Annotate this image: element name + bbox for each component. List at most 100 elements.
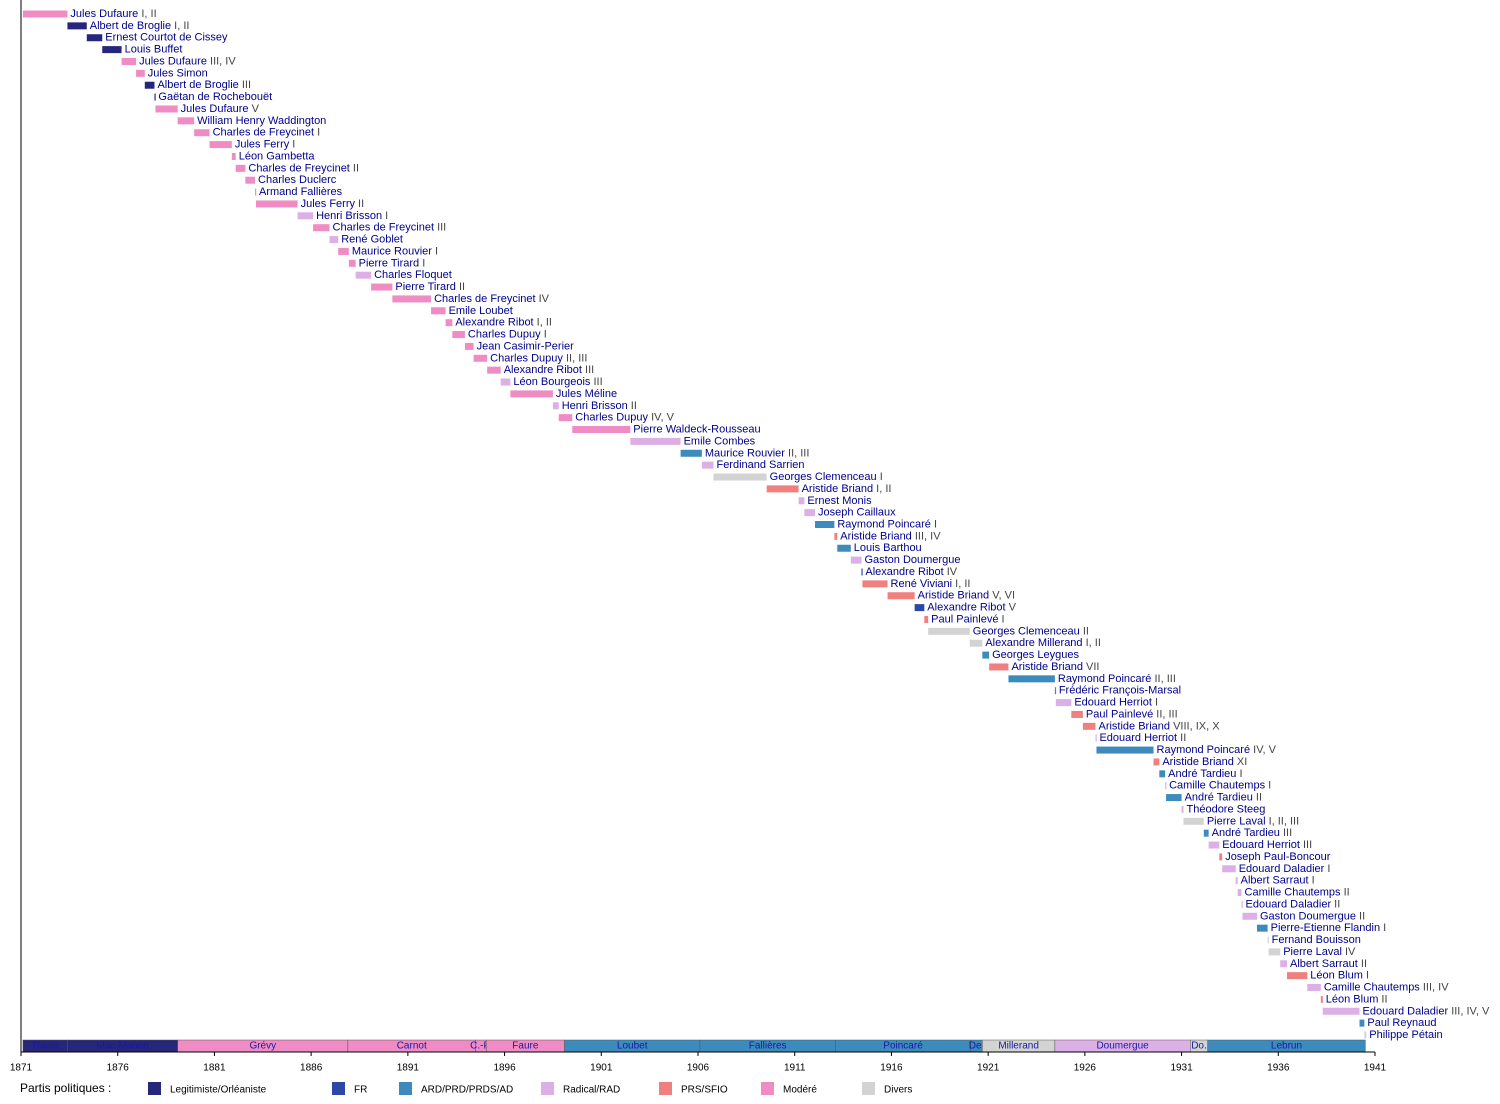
government-number: II xyxy=(456,281,465,293)
government-number: I xyxy=(432,245,438,257)
government-label: Albert de Broglie III xyxy=(157,79,251,91)
government-bar xyxy=(1364,1031,1367,1039)
government-name: Raymond Poincaré xyxy=(1058,673,1152,685)
government-name: Aristide Briand xyxy=(802,483,874,495)
x-tick-label: 1921 xyxy=(977,1063,1000,1074)
government-number: I xyxy=(998,613,1004,625)
government-name: Camille Chautemps xyxy=(1169,780,1265,792)
government-label: René Goblet xyxy=(341,233,403,245)
government-label: Edouard Daladier III, IV, V xyxy=(1363,1005,1490,1017)
government-bar xyxy=(766,485,799,493)
government-bar xyxy=(22,10,68,18)
government-label: Léon Blum II xyxy=(1326,993,1388,1005)
government-label: René Viviani I, II xyxy=(891,578,971,590)
government-number: II xyxy=(1341,886,1350,898)
government-bar xyxy=(1181,805,1184,813)
government-name: Jules Dufaure xyxy=(70,8,138,20)
government-number: I xyxy=(1152,696,1158,708)
government-name: Charles de Freycinet xyxy=(333,222,435,234)
legend-label: Divers xyxy=(884,1085,912,1096)
government-label: Raymond Poincaré II, III xyxy=(1058,673,1176,685)
government-name: Charles de Freycinet xyxy=(213,127,314,139)
government-label: Alexandre Ribot IV xyxy=(865,566,957,578)
government-bar xyxy=(1222,865,1236,873)
government-name: André Tardieu xyxy=(1168,768,1236,780)
government-label: Pierre Waldeck-Rousseau xyxy=(633,423,760,435)
legend-swatch xyxy=(332,1082,345,1095)
government-number: V xyxy=(1006,602,1017,614)
government-label: Georges Leygues xyxy=(992,649,1079,661)
government-number: I, II xyxy=(534,317,552,329)
government-bar xyxy=(329,236,339,244)
government-bar xyxy=(473,354,488,362)
government-label: Emile Combes xyxy=(684,435,756,447)
government-name: René Viviani xyxy=(891,578,953,590)
government-label: Paul Reynaud xyxy=(1367,1017,1436,1029)
government-label: Jules Ferry I xyxy=(235,138,296,150)
government-label: Raymond Poincaré I xyxy=(837,518,937,530)
x-tick-label: 1941 xyxy=(1364,1063,1387,1074)
government-number: I, II xyxy=(1083,637,1101,649)
government-bar xyxy=(338,247,349,255)
government-name: Maurice Rouvier xyxy=(352,245,432,257)
government-bar xyxy=(144,81,155,89)
president-label: Fallières xyxy=(749,1041,787,1052)
government-name: Philippe Pétain xyxy=(1369,1029,1442,1041)
government-bar xyxy=(887,592,915,600)
government-number: II, III xyxy=(785,447,809,459)
government-bar xyxy=(861,568,863,576)
government-name: Charles Dupuy xyxy=(490,352,563,364)
government-label: Aristide Briand XI xyxy=(1162,756,1247,768)
government-bar xyxy=(256,200,298,208)
government-number: III, IV xyxy=(207,55,236,67)
government-name: Paul Painlevé xyxy=(931,613,998,625)
government-label: Pierre Laval I, II, III xyxy=(1207,815,1299,827)
government-name: Pierre Tirard xyxy=(359,257,420,269)
government-bar xyxy=(1203,829,1209,837)
government-label: Charles de Freycinet IV xyxy=(434,293,550,305)
government-bar xyxy=(1183,817,1204,825)
legend-swatch xyxy=(148,1082,161,1095)
government-name: Pierre Tirard xyxy=(395,281,456,293)
government-name: Charles Dupuy xyxy=(468,328,541,340)
government-label: Joseph Caillaux xyxy=(818,507,896,519)
government-number: IV xyxy=(1342,946,1356,958)
government-label: Georges Clemenceau II xyxy=(973,625,1089,637)
government-label: Aristide Briand III, IV xyxy=(840,530,941,542)
government-label: Ernest Courtot de Cissey xyxy=(105,32,228,44)
government-bar xyxy=(1208,841,1220,849)
government-number: IV xyxy=(536,293,550,305)
government-name: Edouard Herriot xyxy=(1074,696,1152,708)
government-bar xyxy=(969,639,983,647)
government-bar xyxy=(209,141,232,149)
government-bar xyxy=(1166,794,1182,802)
government-name: Alexandre Ribot xyxy=(504,364,582,376)
government-label: Charles Dupuy II, III xyxy=(490,352,587,364)
government-label: Raymond Poincaré IV, V xyxy=(1157,744,1277,756)
government-number: II xyxy=(1253,791,1262,803)
government-label: Aristide Briand V, VI xyxy=(918,590,1015,602)
government-number: VII xyxy=(1083,661,1100,673)
x-tick-label: 1871 xyxy=(10,1063,33,1074)
government-bar xyxy=(1242,912,1258,920)
government-bar xyxy=(67,22,87,30)
government-number: I xyxy=(289,138,295,150)
government-bar xyxy=(177,117,195,125)
government-label: Gaston Doumergue xyxy=(864,554,960,566)
government-label: Charles Floquet xyxy=(374,269,452,281)
government-bar xyxy=(1241,900,1243,908)
government-label: Camille Chautemps I xyxy=(1169,780,1271,792)
government-label: Charles de Freycinet II xyxy=(248,162,359,174)
government-bar xyxy=(297,212,314,220)
president-label: Mac Mahon xyxy=(96,1041,148,1052)
government-name: Maurice Rouvier xyxy=(705,447,785,459)
government-label: Edouard Daladier I xyxy=(1239,863,1331,875)
government-label: Edouard Herriot I xyxy=(1074,696,1158,708)
government-label: Camille Chautemps III, IV xyxy=(1324,981,1449,993)
government-number: III xyxy=(590,376,602,388)
government-bar xyxy=(1219,853,1223,861)
government-number: VIII, IX, X xyxy=(1170,720,1220,732)
government-name: Edouard Daladier xyxy=(1239,863,1325,875)
government-bar xyxy=(102,46,122,54)
government-label: Edouard Herriot II xyxy=(1099,732,1186,744)
